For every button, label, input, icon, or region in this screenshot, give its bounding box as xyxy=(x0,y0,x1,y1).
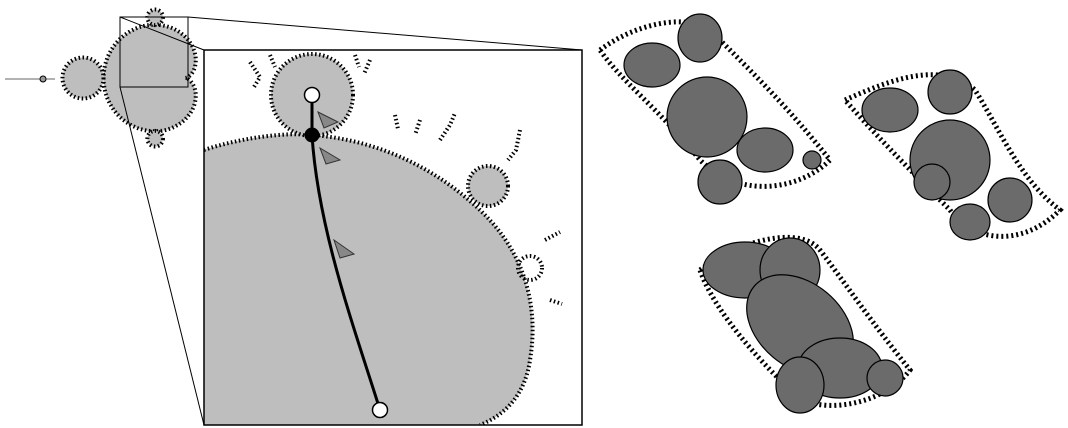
end-point xyxy=(373,403,388,418)
julia-set-2 xyxy=(845,70,1060,240)
zoom-panel xyxy=(204,50,582,425)
zoom-line xyxy=(188,17,582,50)
bulb xyxy=(147,131,163,147)
julia-set-3 xyxy=(700,237,910,413)
mini-copy xyxy=(40,76,46,82)
start-point xyxy=(305,88,320,103)
mandelbrot-overview xyxy=(5,10,196,147)
julia-set-1 xyxy=(600,14,830,204)
bulb xyxy=(63,58,104,99)
figure xyxy=(0,0,1068,428)
page: (() => { const data = JSON.parse(documen… xyxy=(0,0,1068,428)
boundary-point xyxy=(305,128,320,143)
